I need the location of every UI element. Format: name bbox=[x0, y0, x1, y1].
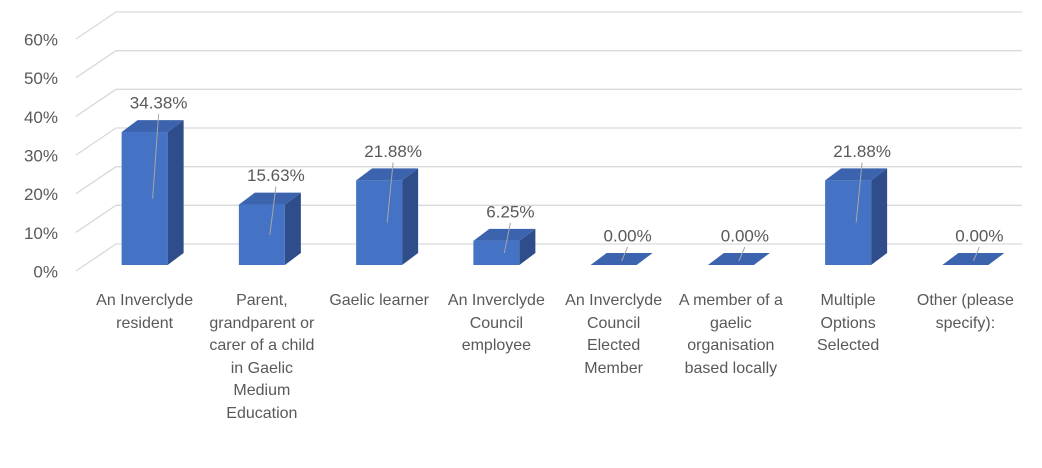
leader-line bbox=[621, 246, 629, 262]
grid-line bbox=[75, 127, 1022, 156]
bar-top bbox=[942, 253, 1005, 265]
y-tick-label: 0% bbox=[33, 262, 58, 281]
bar-side bbox=[284, 192, 301, 265]
data-label: 21.88% bbox=[364, 142, 422, 161]
y-tick-label: 40% bbox=[24, 108, 58, 127]
bar bbox=[825, 180, 872, 265]
x-tick-label: Other (please specify): bbox=[916, 292, 1014, 332]
bar bbox=[473, 240, 520, 265]
data-label: 34.38% bbox=[130, 94, 188, 113]
bar-side bbox=[167, 120, 184, 266]
x-tick-label: An Inverclyde Council Elected Member bbox=[565, 292, 663, 377]
y-tick-label: 50% bbox=[24, 69, 58, 88]
grid-line bbox=[75, 243, 1022, 272]
y-tick-label: 60% bbox=[24, 30, 58, 49]
leader-line bbox=[503, 222, 511, 254]
bar-top bbox=[707, 253, 770, 265]
data-label: 0.00% bbox=[955, 226, 1003, 245]
data-label: 6.25% bbox=[486, 202, 534, 221]
leader-line bbox=[152, 114, 160, 199]
bar-top bbox=[590, 253, 653, 265]
data-label: 0.00% bbox=[721, 226, 769, 245]
bar-side bbox=[402, 168, 419, 265]
leader-line bbox=[972, 246, 980, 262]
x-tick-label: An Inverclyde Council employee bbox=[447, 292, 545, 354]
grid-line bbox=[75, 50, 1022, 79]
bar-top bbox=[356, 168, 419, 181]
leader-line bbox=[855, 162, 863, 223]
bar-top bbox=[121, 120, 184, 133]
x-tick-label: A member of a gaelic organisation based … bbox=[678, 292, 783, 377]
grid-line bbox=[75, 11, 1022, 40]
data-label: 15.63% bbox=[247, 166, 305, 185]
x-tick-label: An Inverclyde resident bbox=[96, 292, 194, 332]
grid-line bbox=[75, 88, 1022, 117]
x-tick-label: Parent, grandparent or carer of a child … bbox=[209, 292, 315, 422]
grid-line bbox=[75, 204, 1022, 233]
bar-top bbox=[825, 168, 888, 181]
x-tick-label: Gaelic learner bbox=[329, 292, 429, 309]
grid-line bbox=[75, 166, 1022, 195]
bar bbox=[356, 180, 403, 265]
data-label: 0.00% bbox=[604, 226, 652, 245]
y-tick-label: 30% bbox=[24, 146, 58, 165]
bar bbox=[238, 204, 285, 265]
y-tick-label: 10% bbox=[24, 224, 58, 243]
data-label: 21.88% bbox=[833, 142, 891, 161]
bar-side bbox=[519, 228, 536, 265]
bar-top bbox=[473, 228, 536, 241]
leader-line bbox=[269, 186, 277, 235]
leader-line bbox=[386, 162, 394, 223]
bar-top bbox=[238, 192, 301, 205]
bar-side bbox=[871, 168, 888, 265]
leader-line bbox=[738, 246, 746, 262]
bar bbox=[121, 132, 168, 265]
x-tick-label: Multiple Options Selected bbox=[816, 292, 880, 354]
y-tick-label: 20% bbox=[24, 185, 58, 204]
